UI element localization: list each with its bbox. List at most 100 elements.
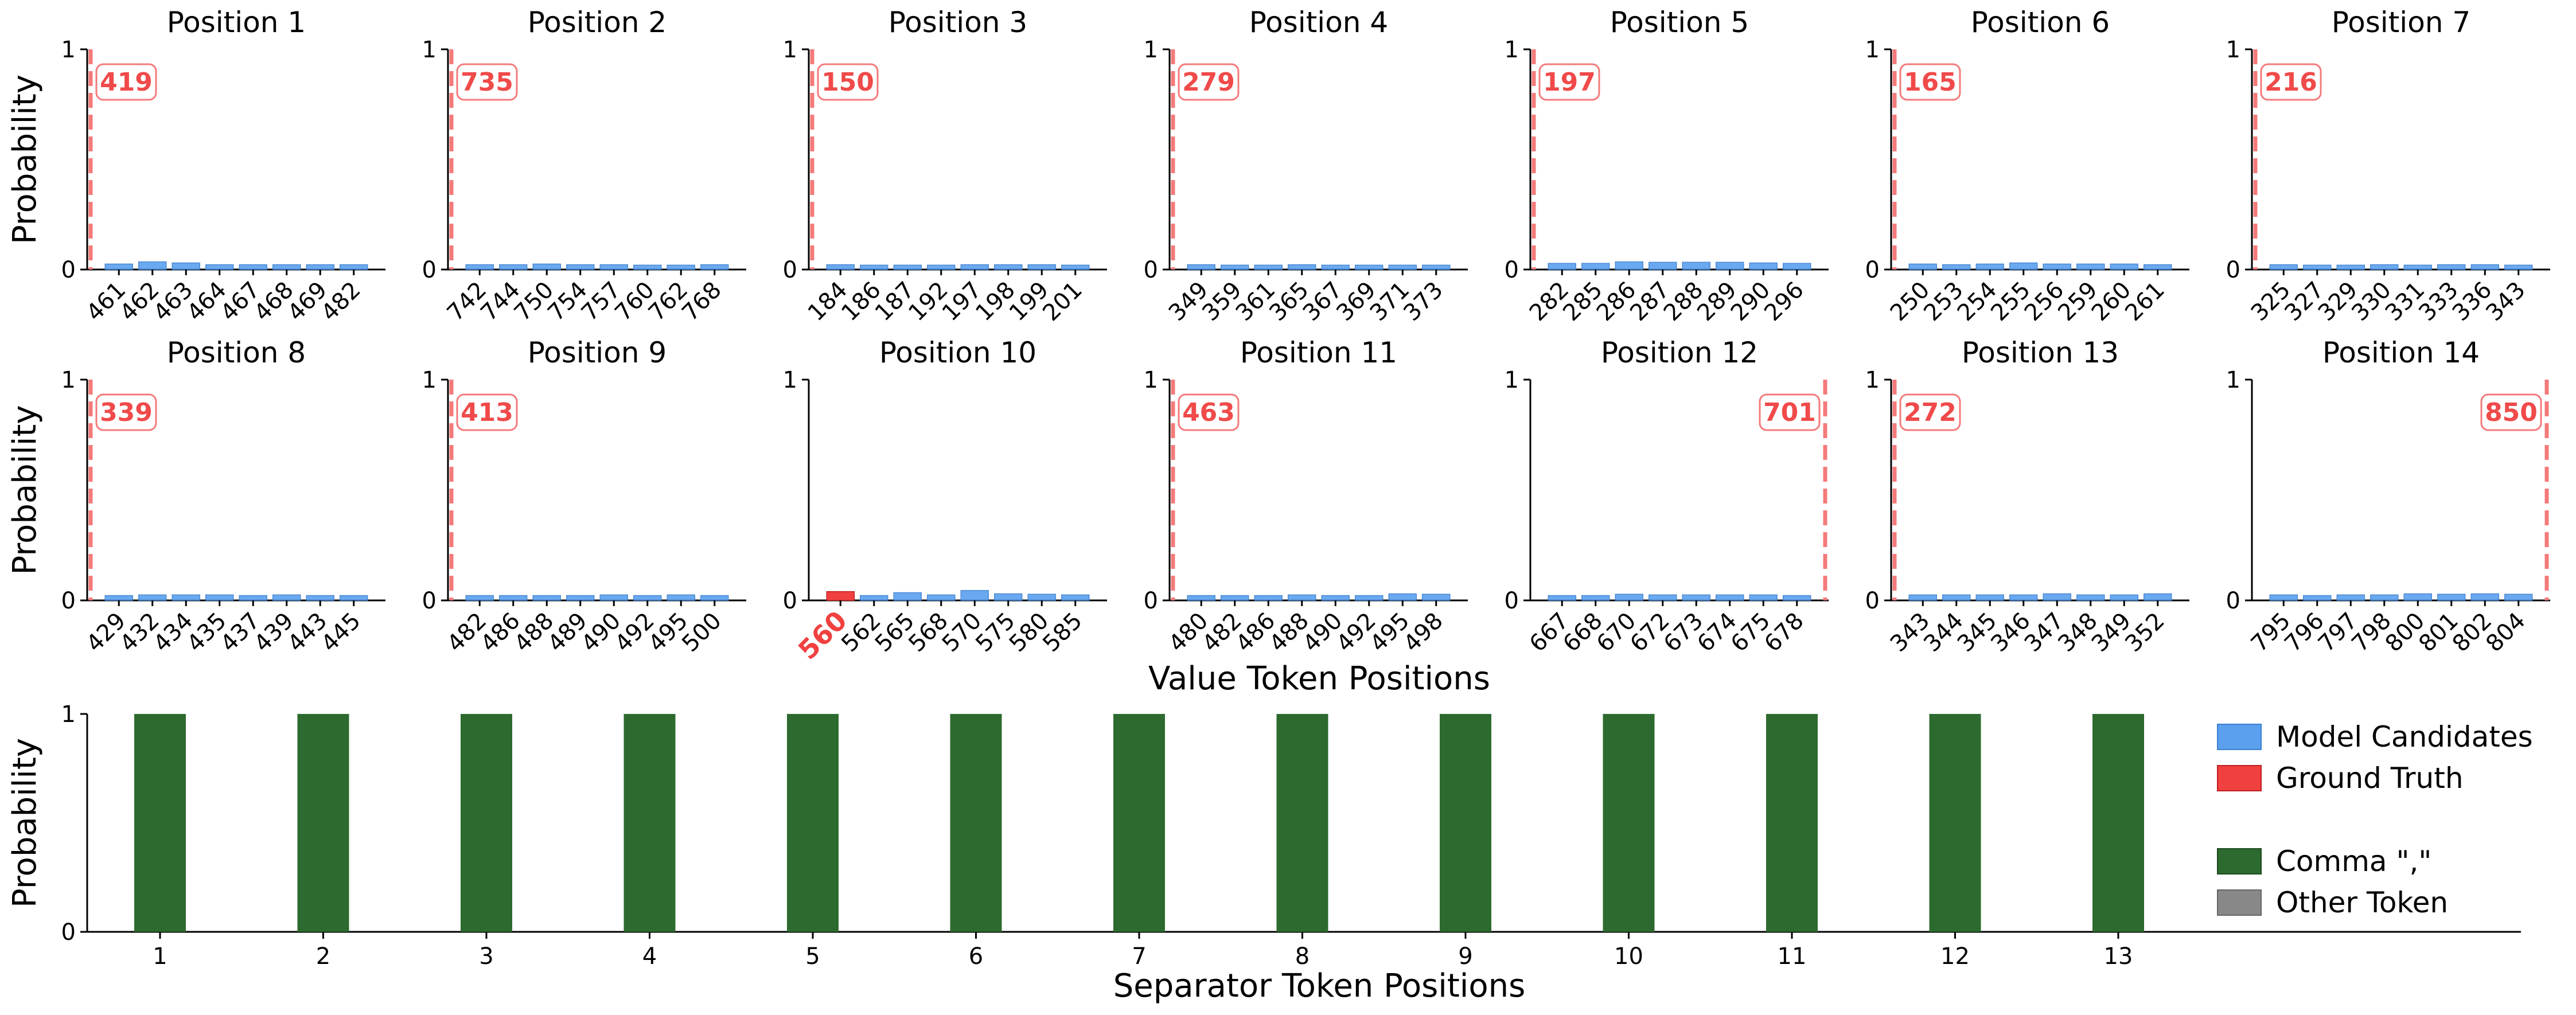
x-tick-label: 4 bbox=[642, 943, 657, 970]
candidate-bar bbox=[960, 264, 989, 270]
candidate-bar bbox=[532, 263, 561, 270]
candidate-bar bbox=[205, 594, 234, 601]
x-tick-label: 3 bbox=[479, 943, 493, 970]
position-panel-1: Position 101Probability46146246346446746… bbox=[6, 6, 385, 326]
candidate-bar bbox=[2470, 593, 2499, 601]
candidate-bar bbox=[893, 592, 922, 601]
y-axis-label: Probability bbox=[6, 405, 44, 575]
candidate-bar bbox=[1783, 263, 1811, 270]
x-tick-label: 12 bbox=[1940, 943, 1970, 970]
y-tick-label: 1 bbox=[61, 367, 76, 393]
candidate-bar bbox=[2144, 264, 2172, 270]
candidate-bar bbox=[1288, 594, 1316, 601]
ground-truth-label: 216 bbox=[2265, 68, 2317, 97]
ground-truth-label: 165 bbox=[1904, 68, 1957, 97]
comma-bar bbox=[461, 714, 512, 932]
candidate-bar bbox=[239, 264, 267, 270]
candidate-bar bbox=[599, 594, 628, 601]
candidate-bar bbox=[826, 264, 855, 270]
x-tick-label: 498 bbox=[1398, 608, 1448, 658]
y-tick-label: 0 bbox=[61, 257, 76, 283]
y-tick-label: 1 bbox=[1144, 367, 1158, 393]
legend: Model Candidates Ground Truth Comma "," Oth… bbox=[2217, 720, 2533, 919]
candidate-bar bbox=[1548, 595, 1576, 601]
candidate-bar bbox=[633, 595, 662, 601]
candidate-bar bbox=[1061, 594, 1090, 601]
candidate-bar bbox=[826, 591, 855, 601]
x-tick-label: 500 bbox=[677, 608, 727, 658]
y-tick-label: 1 bbox=[1505, 37, 1519, 63]
candidate-bar bbox=[1975, 594, 2004, 601]
candidate-bar bbox=[2303, 264, 2332, 270]
x-tick-label: 445 bbox=[316, 608, 366, 658]
candidate-bar bbox=[465, 264, 494, 270]
candidate-bar bbox=[1548, 263, 1576, 270]
x-tick-label: 768 bbox=[677, 277, 727, 327]
legend-label: Model Candidates bbox=[2276, 720, 2533, 754]
legend-item: Other Token bbox=[2217, 886, 2448, 919]
candidate-bar bbox=[566, 264, 595, 270]
y-axis-label: Probability bbox=[6, 75, 44, 244]
candidate-bar bbox=[2144, 593, 2172, 601]
panel-title: Position 4 bbox=[1249, 6, 1388, 39]
x-tick-label: 10 bbox=[1614, 943, 1643, 970]
x-tick-label: 1 bbox=[153, 943, 167, 970]
panel-title: Position 10 bbox=[879, 336, 1036, 369]
panel-title: Position 12 bbox=[1601, 336, 1758, 369]
comma-bar bbox=[787, 714, 839, 932]
candidate-bar bbox=[1422, 594, 1451, 601]
candidate-bar bbox=[700, 595, 729, 601]
candidate-bar bbox=[1682, 594, 1710, 601]
candidate-bar bbox=[599, 264, 628, 270]
y-tick-label: 1 bbox=[783, 37, 797, 63]
panel-title: Position 5 bbox=[1610, 6, 1749, 39]
candidate-bar bbox=[2009, 594, 2038, 601]
panel-title: Position 1 bbox=[167, 6, 306, 39]
candidate-bar bbox=[1749, 594, 1778, 601]
y-tick-label: 1 bbox=[61, 701, 76, 728]
value-position-panels: Position 101Probability46146246346446746… bbox=[6, 6, 2550, 666]
ground-truth-box bbox=[95, 393, 157, 431]
candidate-bar bbox=[1061, 264, 1090, 270]
value-token-positions-label: Value Token Positions bbox=[1148, 660, 1490, 697]
y-tick-label: 1 bbox=[2226, 37, 2240, 63]
ground-truth-label: 197 bbox=[1543, 68, 1596, 97]
y-tick-label: 0 bbox=[422, 257, 437, 283]
legend-item: Model Candidates bbox=[2217, 720, 2533, 754]
y-tick-label: 0 bbox=[1505, 588, 1519, 614]
y-tick-label: 1 bbox=[61, 37, 76, 63]
comma-bar bbox=[1929, 714, 1981, 932]
legend-item: Comma "," bbox=[2217, 845, 2431, 878]
candidate-bar bbox=[927, 264, 956, 270]
ground-truth-box bbox=[95, 63, 157, 101]
candidate-bar bbox=[2110, 263, 2138, 270]
ground-truth-box bbox=[1538, 63, 1600, 101]
candidate-bar bbox=[860, 595, 888, 601]
ground-truth-box bbox=[2260, 63, 2322, 101]
ground-truth-label: 279 bbox=[1182, 68, 1235, 97]
candidate-bar bbox=[1388, 264, 1417, 270]
x-tick-label: 296 bbox=[1759, 277, 1809, 327]
candidate-bar bbox=[2076, 263, 2105, 270]
x-tick-label: 2 bbox=[316, 943, 330, 970]
position-panel-8: Position 801Probability42943243443543743… bbox=[6, 336, 385, 657]
candidate-bar bbox=[667, 264, 695, 270]
y-tick-label: 0 bbox=[2226, 588, 2240, 614]
candidate-bar bbox=[1581, 595, 1610, 601]
x-tick-label: 5 bbox=[805, 943, 820, 970]
x-tick-label: 9 bbox=[1458, 943, 1472, 970]
legend-label: Comma "," bbox=[2276, 845, 2431, 878]
x-tick-label: 585 bbox=[1038, 608, 1088, 658]
comma-bar bbox=[950, 714, 1002, 932]
candidate-bar bbox=[138, 594, 167, 601]
panel-title: Position 14 bbox=[2322, 336, 2480, 369]
candidate-bar bbox=[1716, 594, 1744, 601]
y-tick-label: 1 bbox=[1505, 367, 1519, 393]
legend-item: Ground Truth bbox=[2217, 762, 2464, 795]
candidate-bar bbox=[205, 264, 234, 270]
